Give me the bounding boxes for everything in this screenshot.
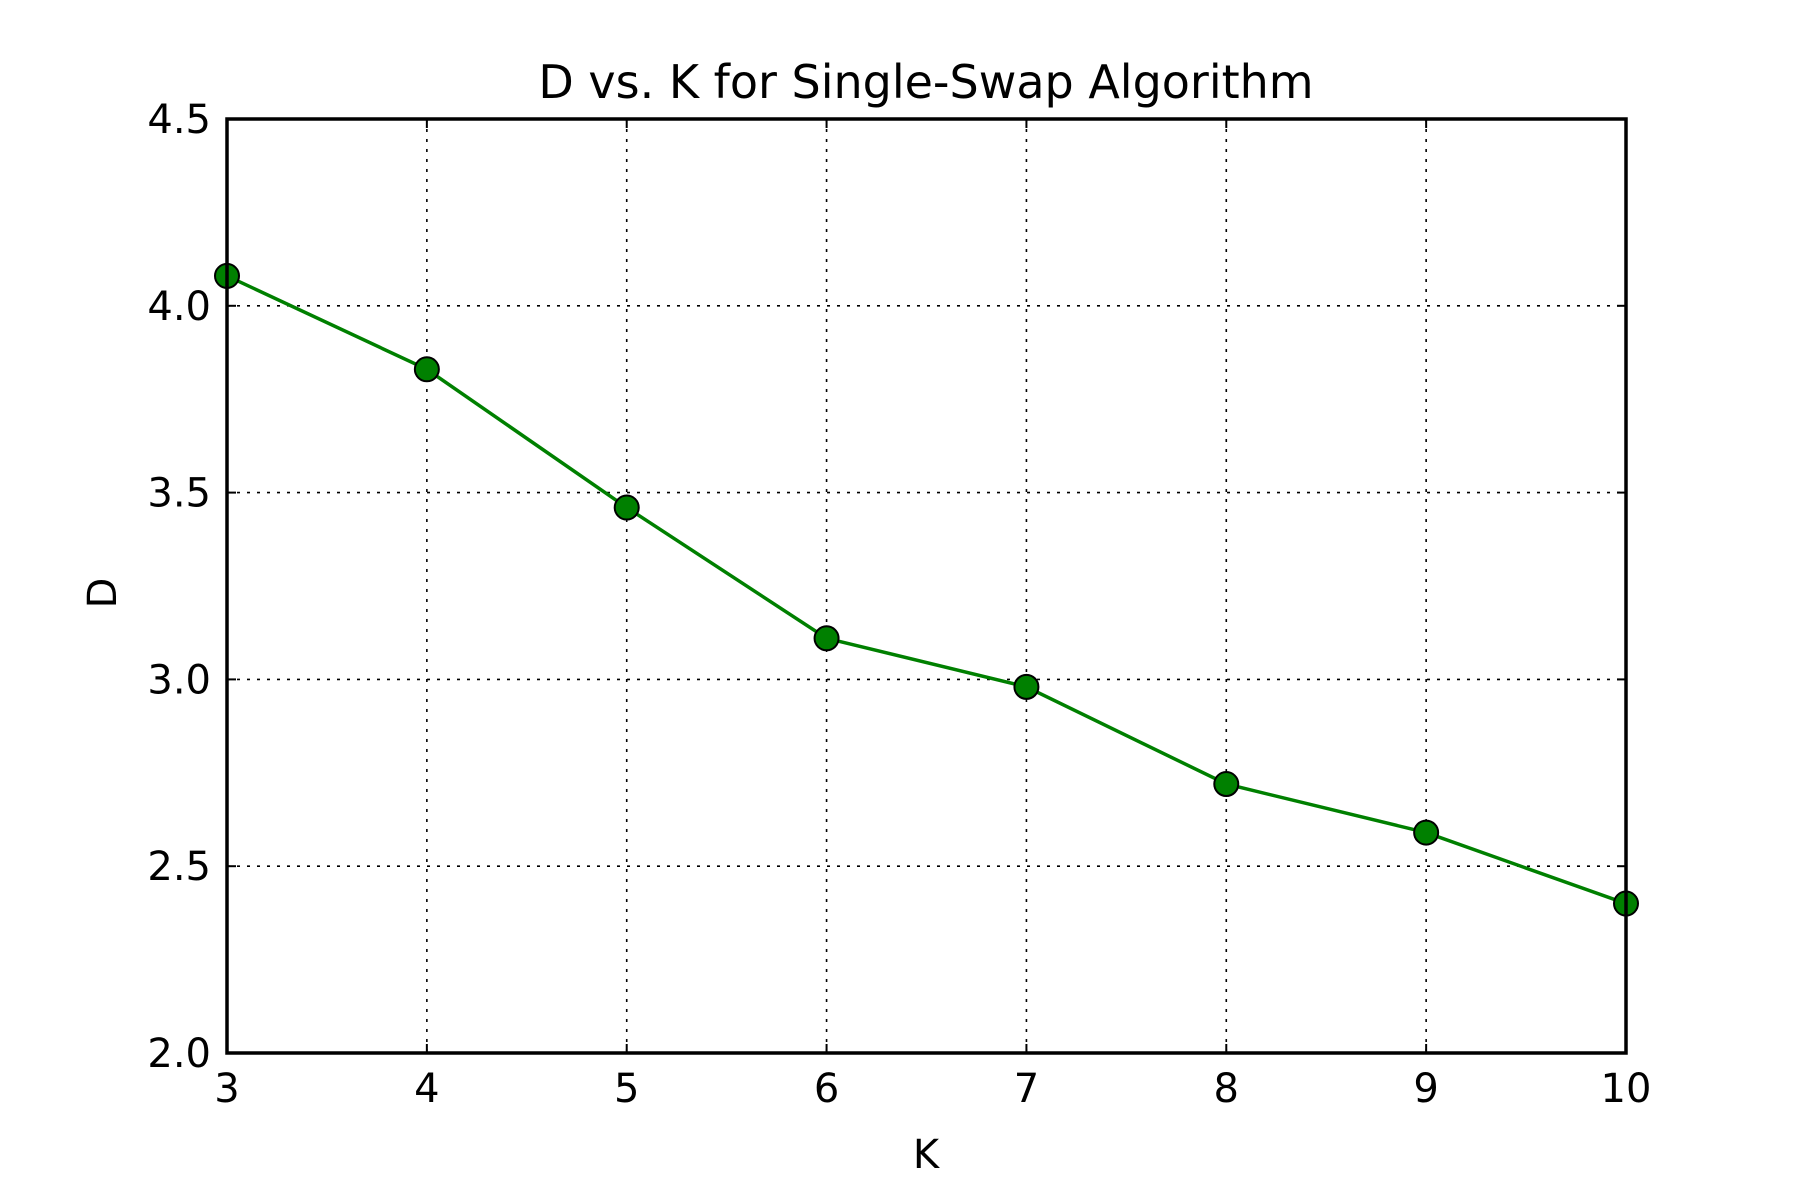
- y-tick-label: 3.0: [147, 657, 211, 703]
- x-tick-label: 9: [1413, 1066, 1438, 1112]
- x-axis-label: K: [913, 1132, 941, 1178]
- data-point: [813, 625, 840, 652]
- grid: [227, 119, 1626, 1053]
- y-tick-label: 2.0: [147, 1031, 211, 1077]
- y-tick-label: 3.5: [147, 471, 211, 517]
- y-tick-label: 4.5: [147, 97, 211, 143]
- x-tick-label: 8: [1214, 1066, 1239, 1112]
- series-line: [226, 274, 1627, 906]
- y-tick-labels: 2.0 2.5 3.0 3.5 4.0 4.5: [147, 97, 211, 1077]
- chart-title: D vs. K for Single-Swap Algorithm: [538, 55, 1313, 109]
- y-axis-label: D: [80, 578, 126, 609]
- data-point: [1013, 673, 1040, 700]
- x-tick-label: 6: [814, 1066, 839, 1112]
- data-point: [413, 356, 440, 383]
- tick-marks: [226, 118, 1627, 1054]
- x-tick-labels: 3 4 5 6 7 8 9 10: [214, 1066, 1651, 1112]
- series-group: [214, 262, 1639, 917]
- data-point: [1413, 819, 1440, 846]
- data-point: [613, 494, 640, 521]
- data-point: [1213, 771, 1240, 798]
- x-tick-label: 3: [214, 1066, 239, 1112]
- y-tick-label: 2.5: [147, 844, 211, 890]
- axes-frame: [225, 117, 1628, 1055]
- x-tick-label: 5: [614, 1066, 639, 1112]
- x-tick-label: 7: [1014, 1066, 1039, 1112]
- x-tick-label: 10: [1601, 1066, 1652, 1112]
- x-tick-label: 4: [414, 1066, 439, 1112]
- y-tick-label: 4.0: [147, 284, 211, 330]
